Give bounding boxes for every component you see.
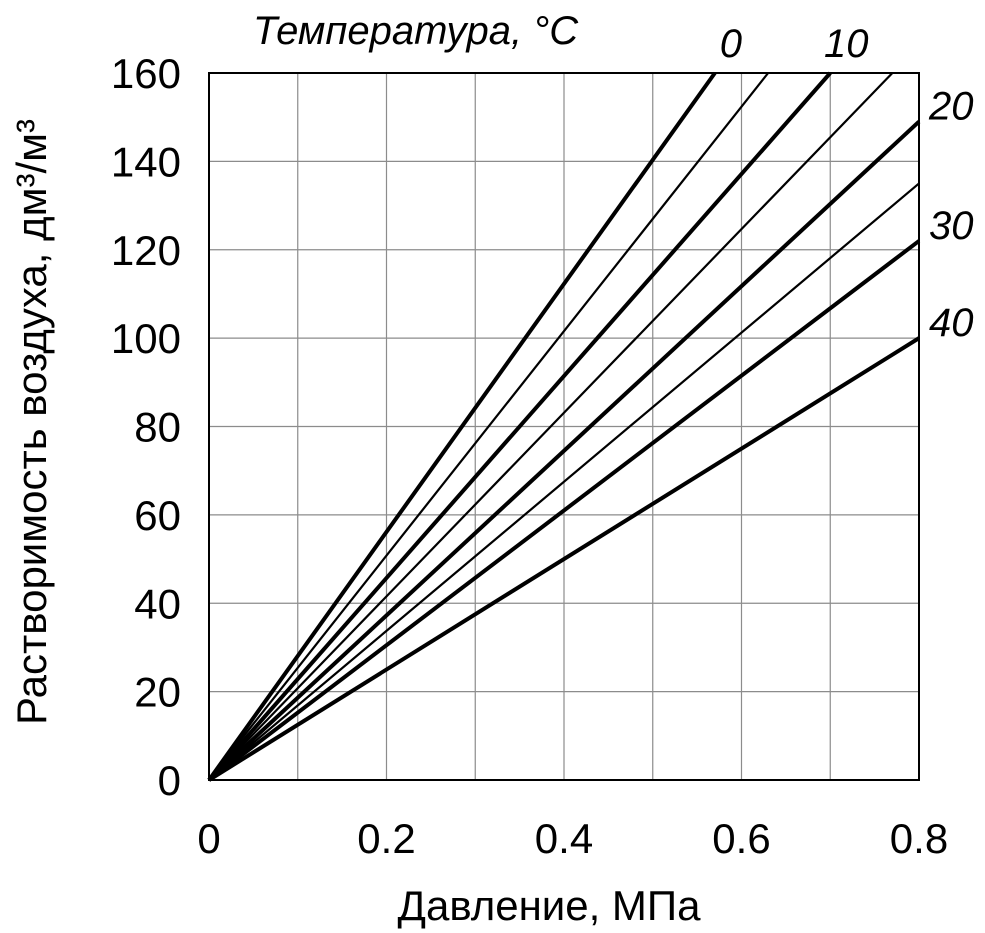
series-label-20: 20 xyxy=(928,85,974,129)
series-line-0 xyxy=(207,71,717,782)
x-tick-label: 0.2 xyxy=(357,815,415,862)
y-tick-label: 80 xyxy=(134,404,181,451)
series-labels: 0 10 20 30 40 xyxy=(720,22,974,345)
x-tick-labels: 0 0.2 0.4 0.6 0.8 xyxy=(197,815,948,862)
y-axis-title: Растворимость воздуха, дм³/м³ xyxy=(8,119,55,725)
y-tick-label: 100 xyxy=(111,315,181,362)
series-line-20 xyxy=(207,120,921,782)
series-label-30: 30 xyxy=(929,204,974,248)
y-tick-label: 160 xyxy=(111,50,181,97)
series-line-40 xyxy=(207,336,921,782)
y-tick-label: 140 xyxy=(111,138,181,185)
series-label-0: 0 xyxy=(720,22,742,66)
series-line-5 xyxy=(208,72,769,781)
series-line-30 xyxy=(207,239,921,782)
y-tick-label: 0 xyxy=(158,757,181,804)
grid-lines xyxy=(209,73,919,780)
x-axis-title: Давление, МПа xyxy=(398,882,702,929)
series-label-10: 10 xyxy=(824,22,869,66)
y-tick-labels: 0 20 40 60 80 100 120 140 160 xyxy=(111,50,181,804)
series-line-15 xyxy=(208,72,894,781)
legend-title: Температура, °С xyxy=(253,9,579,53)
y-tick-label: 60 xyxy=(134,492,181,539)
series-lines xyxy=(207,71,921,782)
x-tick-label: 0.8 xyxy=(890,815,948,862)
series-label-40: 40 xyxy=(929,301,974,345)
plot-frame xyxy=(208,72,920,781)
x-tick-label: 0.6 xyxy=(712,815,770,862)
y-tick-label: 40 xyxy=(134,580,181,627)
y-tick-label: 20 xyxy=(134,669,181,716)
x-tick-label: 0.4 xyxy=(535,815,593,862)
y-tick-label: 120 xyxy=(111,227,181,274)
series-line-25 xyxy=(208,182,920,781)
series-line-10 xyxy=(207,71,832,782)
x-tick-label: 0 xyxy=(197,815,220,862)
